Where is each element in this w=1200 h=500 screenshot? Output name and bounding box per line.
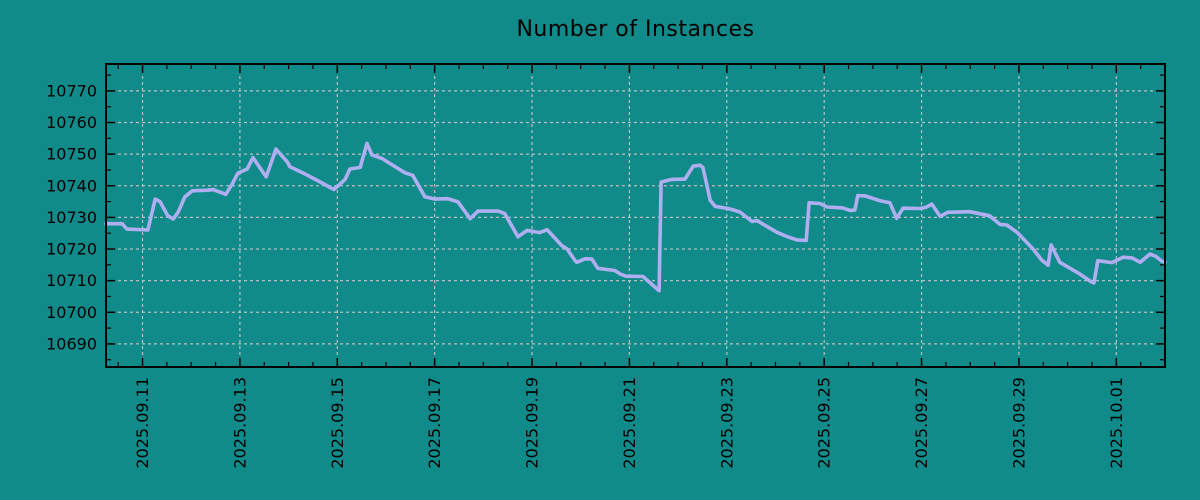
x-tick-label: 2025.09.17 — [425, 377, 444, 469]
x-tick-label: 2025.09.27 — [912, 377, 931, 469]
tick-marks — [106, 64, 1165, 367]
x-tick-label: 2025.10.01 — [1107, 377, 1126, 469]
x-tick-label: 2025.09.29 — [1009, 377, 1028, 469]
x-tick-label: 2025.09.25 — [815, 377, 834, 469]
chart-title: Number of Instances — [516, 17, 755, 42]
y-tick-label: 10700 — [46, 303, 97, 322]
data-series — [104, 141, 1167, 293]
y-tick-label: 10690 — [46, 334, 97, 353]
x-tick-label: 2025.09.21 — [620, 377, 639, 469]
y-tick-label: 10740 — [46, 176, 97, 195]
gridlines — [106, 64, 1165, 367]
x-tick-label: 2025.09.15 — [328, 377, 347, 469]
x-tick-label: 2025.09.19 — [523, 377, 542, 469]
series-instances-line — [104, 141, 1167, 293]
y-tick-label: 10750 — [46, 145, 97, 164]
y-tick-label: 10720 — [46, 240, 97, 259]
x-tick-label: 2025.09.23 — [717, 377, 736, 469]
axis-labels: 10690 10700 10710 10720 10730 10740 10750 10760… — [46, 81, 1126, 468]
plot-border — [105, 63, 1166, 368]
y-tick-label: 10760 — [46, 113, 97, 132]
y-tick-label: 10770 — [46, 81, 97, 100]
x-tick-label: 2025.09.11 — [133, 377, 152, 469]
y-tick-label: 10710 — [46, 271, 97, 290]
y-tick-label: 10730 — [46, 208, 97, 227]
x-tick-label: 2025.09.13 — [230, 377, 249, 469]
